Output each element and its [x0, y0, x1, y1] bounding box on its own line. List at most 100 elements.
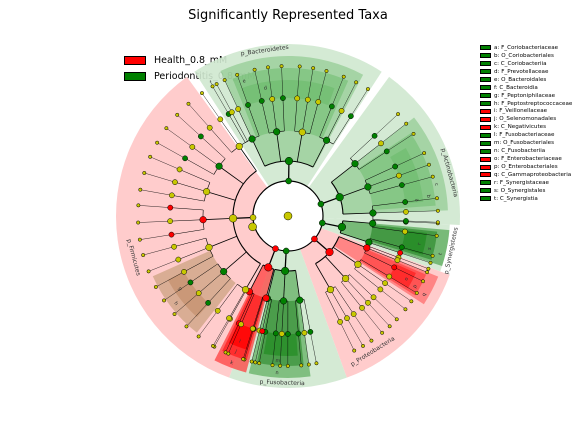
tree-branch — [341, 82, 357, 111]
sector-letter-h: h — [172, 301, 179, 307]
tree-branch — [206, 191, 236, 201]
tree-node — [299, 363, 304, 368]
tree-node — [337, 222, 346, 232]
tree-node — [317, 200, 325, 208]
tree-branch — [242, 328, 253, 360]
tree-branch — [179, 169, 210, 183]
tree-node — [285, 177, 292, 185]
tree-node — [434, 196, 439, 201]
tree-branch — [276, 131, 282, 162]
tree-node — [370, 294, 377, 301]
tree-branch — [240, 293, 255, 325]
tree-node — [171, 243, 177, 250]
tree-node — [383, 148, 390, 155]
tree-node — [167, 204, 174, 211]
tree-node — [294, 95, 301, 102]
tree-node — [278, 330, 285, 337]
tree-branch — [367, 302, 390, 327]
tree-branch — [340, 232, 369, 243]
tree-node — [364, 183, 372, 191]
tree-branch — [373, 297, 397, 320]
tree-branch — [143, 246, 175, 256]
clade-legend-swatch — [480, 196, 491, 202]
legend-label-health: Health_0.8_mM — [154, 54, 228, 66]
tree-branch — [333, 116, 352, 145]
clade-legend-swatch — [480, 188, 491, 194]
tree-node — [352, 348, 357, 353]
clade-legend-item: r: F_Synergistaceae — [480, 179, 572, 187]
tree-branch — [401, 176, 433, 186]
clade-legend-item: l: F_Fusobacteriaceae — [480, 131, 572, 139]
clade-legend: a: F_Coriobacteriaceae b: O_Coriobacteria… — [480, 44, 572, 203]
tree-node — [301, 330, 308, 336]
tree-node — [394, 317, 399, 322]
tree-node — [142, 171, 147, 175]
tree-branch — [354, 268, 381, 290]
tree-node — [306, 362, 311, 367]
tree-branch — [255, 331, 263, 363]
tree-node — [403, 209, 409, 215]
tree-node — [369, 219, 377, 227]
sector-letter-l: l — [280, 347, 282, 353]
sector-letter-o: o — [403, 276, 410, 282]
tree-branch — [309, 101, 319, 134]
tree-node — [137, 237, 142, 242]
tree-branch — [228, 113, 246, 143]
tree-node — [430, 253, 435, 258]
tree-node — [285, 364, 290, 368]
tree-node — [270, 363, 275, 368]
clade-legend-label: g: F_Peptoniphilaceae — [494, 92, 556, 99]
tree-node — [409, 299, 414, 304]
clade-legend-swatch — [480, 85, 491, 91]
tree-branch — [192, 146, 220, 167]
tree-branch — [331, 76, 344, 107]
tree-branch — [372, 219, 406, 223]
tree-node — [386, 273, 393, 280]
tree-branch — [368, 242, 401, 254]
tree-node — [296, 296, 304, 304]
tree-node — [189, 144, 196, 150]
tree-node — [273, 128, 281, 136]
tree-branch — [265, 299, 272, 332]
tree-nodes — [136, 64, 440, 368]
tree-node — [148, 154, 153, 159]
sector-letter-q: q — [421, 292, 428, 298]
tree-node — [324, 69, 329, 73]
tree-node — [253, 360, 258, 365]
tree-node — [205, 300, 211, 306]
tree-branch — [212, 86, 229, 115]
tree-branch — [386, 133, 414, 152]
tree-branch — [360, 259, 390, 277]
tree-branch — [339, 186, 369, 198]
tree-branch — [346, 318, 364, 347]
tree-branch — [238, 293, 253, 324]
tree-node — [235, 106, 241, 112]
sector-letter-m: m — [275, 358, 280, 364]
clade-legend-swatch — [480, 108, 491, 114]
tree-branch — [341, 282, 363, 309]
tree-branch — [262, 298, 270, 332]
tree-node — [199, 216, 207, 224]
tree-node — [282, 247, 290, 255]
tree-node — [264, 263, 273, 272]
tree-node — [269, 96, 276, 102]
tree-branch — [218, 165, 244, 185]
tree-node — [272, 330, 279, 337]
tree-node — [344, 315, 350, 322]
tree-node — [272, 245, 279, 252]
tree-branch — [150, 156, 180, 170]
clade-i-sector — [228, 322, 254, 350]
tree-branch — [345, 278, 369, 303]
tree-node — [307, 329, 314, 335]
tree-node — [414, 291, 419, 295]
tree-node — [284, 156, 294, 166]
tree-node — [403, 307, 408, 312]
tree-branch — [380, 289, 406, 310]
tree-branch — [358, 151, 387, 170]
tree-branch — [400, 252, 431, 264]
tree-node — [280, 297, 288, 305]
tree-node — [241, 357, 246, 362]
clade-l-sector — [263, 332, 298, 356]
clade-legend-item: i: F_Veillonellaceae — [480, 108, 572, 116]
